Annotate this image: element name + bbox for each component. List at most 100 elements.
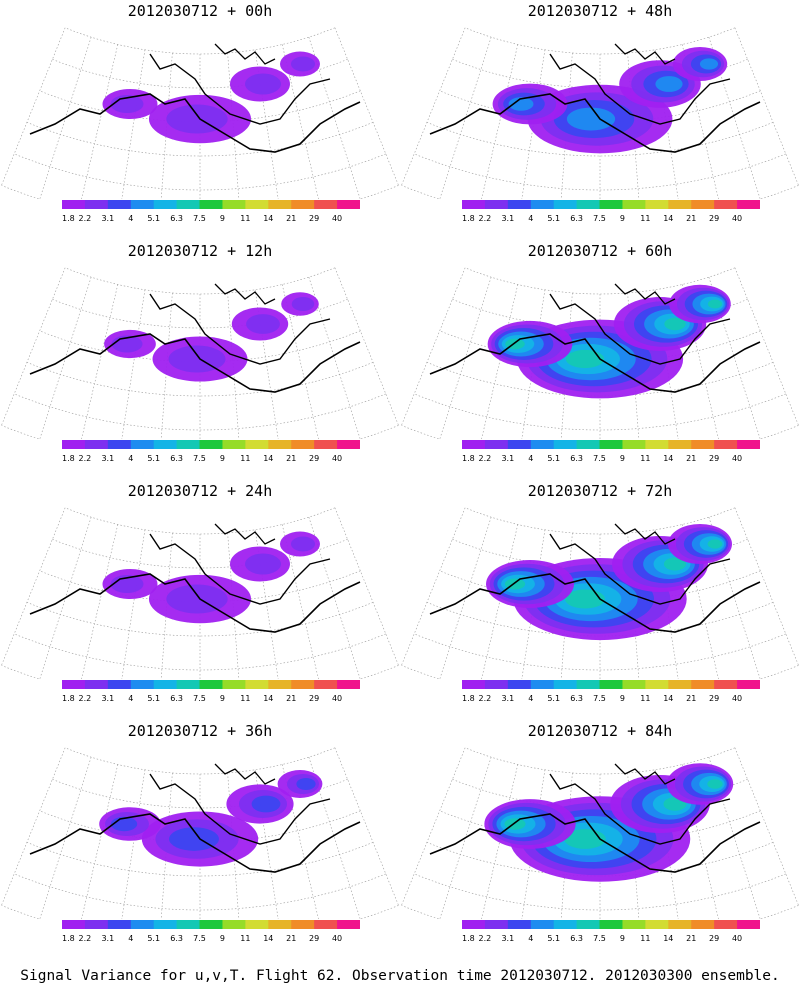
parallel-arc: [39, 330, 361, 363]
variance-contour: [707, 779, 723, 789]
meridian-line: [734, 27, 799, 186]
map-sector: [1, 267, 399, 439]
coastline: [29, 333, 361, 393]
colorbar-swatch: [622, 200, 646, 209]
colorbar-tick-label: 1.8: [462, 454, 475, 463]
colorbar-swatch: [314, 920, 338, 929]
colorbar-swatch: [130, 200, 155, 209]
meridian-line: [121, 289, 146, 439]
colorbar-swatch: [314, 440, 338, 449]
parallel-arc: [39, 90, 361, 123]
colorbar-swatch: [553, 200, 578, 209]
colorbar-swatch: [199, 680, 223, 689]
colorbar-tick-label: 2.2: [479, 454, 492, 463]
colorbar-tick-label: 29: [709, 694, 719, 703]
colorbar-swatch: [714, 680, 738, 689]
colorbar-swatch: [462, 680, 486, 689]
meridian-line: [121, 49, 146, 199]
coastline: [429, 573, 761, 633]
colorbar-tick-label: 9: [620, 694, 625, 703]
colorbar-swatch: [599, 200, 623, 209]
colorbar-swatch: [84, 200, 109, 209]
colorbar-tick-label: 6.3: [570, 934, 583, 943]
colorbar-tick-label: 29: [709, 934, 719, 943]
colorbar-swatch: [462, 920, 486, 929]
map-sector: [401, 27, 799, 199]
coastline: [149, 53, 331, 125]
variance-contour: [291, 536, 315, 552]
colorbar-tick-label: 14: [263, 454, 273, 463]
colorbar-tick-label: 6.3: [570, 454, 583, 463]
colorbar-swatch: [245, 680, 269, 689]
colorbar-swatch: [484, 440, 509, 449]
colorbar-tick-label: 2.2: [479, 694, 492, 703]
colorbar-tick-label: 4: [128, 214, 133, 223]
forecast-panel-48h: 2012030712 + 48h 1.8 2.2 3.1 4 5.1 6.3 7.5 9 11 14…: [400, 0, 800, 240]
colorbar-tick-label: 7.5: [193, 214, 206, 223]
colorbar-swatch: [737, 440, 760, 449]
colorbar-swatch: [268, 200, 292, 209]
colorbar-tick-label: 40: [332, 454, 342, 463]
meridian-line: [1, 267, 66, 426]
colorbar-swatch: [530, 680, 555, 689]
colorbar-tick-label: 11: [240, 214, 250, 223]
colorbar-swatch: [576, 200, 601, 209]
colorbar-swatch: [645, 680, 669, 689]
meridian-line: [160, 532, 173, 679]
colorbar-swatch: [176, 920, 201, 929]
colorbar-swatch: [576, 440, 601, 449]
colorbar-swatch: [153, 200, 178, 209]
colorbar-tick-label: 9: [220, 214, 225, 223]
colorbar-tick-label: 21: [286, 934, 296, 943]
colorbar-tick-label: 4: [528, 934, 533, 943]
map-sector: [1, 747, 399, 919]
island-coastline: [214, 283, 276, 305]
island-coastline: [614, 43, 676, 65]
parallel-arc: [414, 633, 786, 671]
coastline: [549, 773, 731, 845]
colorbar: 1.8 2.2 3.1 4 5.1 6.3 7.5 9 11 14 21 29 40: [462, 440, 760, 463]
colorbar-swatch: [737, 920, 760, 929]
parallel-arc: [39, 810, 361, 843]
meridian-line: [160, 52, 173, 199]
panel-title: 2012030712 + 00h: [127, 2, 273, 20]
parallel-arc: [65, 747, 335, 775]
forecast-panel-36h: 2012030712 + 36h 1.8 2.2 3.1 4 5.1 6.3 7.5 9 11 14…: [0, 720, 400, 960]
colorbar-swatch: [153, 920, 178, 929]
meridian-line: [401, 507, 466, 666]
meridian-line: [160, 292, 173, 439]
meridian-line: [401, 267, 466, 426]
variance-contour: [291, 296, 315, 312]
meridian-line: [481, 764, 519, 919]
meridian-line: [121, 769, 146, 919]
meridian-line: [334, 747, 399, 906]
colorbar-tick-label: 5.1: [147, 694, 160, 703]
colorbar-tick-label: 2.2: [79, 694, 92, 703]
coastline: [429, 333, 761, 393]
variance-contour: [664, 317, 686, 331]
colorbar-tick-label: 11: [240, 694, 250, 703]
parallel-arc: [439, 810, 761, 843]
colorbar-tick-label: 40: [732, 934, 742, 943]
colorbar-tick-label: 6.3: [170, 454, 183, 463]
colorbar-swatch: [645, 200, 669, 209]
map-sector: [401, 267, 799, 439]
colorbar-swatch: [245, 920, 269, 929]
colorbar-swatch: [599, 680, 623, 689]
colorbar-tick-label: 1.8: [62, 694, 75, 703]
colorbar-tick-label: 21: [686, 694, 696, 703]
variance-contour: [655, 76, 683, 92]
colorbar: 1.8 2.2 3.1 4 5.1 6.3 7.5 9 11 14 21 29 40: [462, 920, 760, 943]
colorbar-swatch: [337, 200, 360, 209]
colorbar-tick-label: 4: [528, 214, 533, 223]
colorbar-swatch: [484, 200, 509, 209]
variance-contour: [707, 299, 723, 309]
colorbar-swatch: [668, 920, 692, 929]
colorbar-tick-label: 6.3: [570, 694, 583, 703]
meridian-line: [734, 507, 799, 666]
colorbar-swatch: [62, 680, 86, 689]
colorbar-swatch: [553, 680, 578, 689]
colorbar-tick-label: 2.2: [479, 934, 492, 943]
meridian-line: [401, 27, 466, 186]
colorbar-tick-label: 7.5: [593, 214, 606, 223]
